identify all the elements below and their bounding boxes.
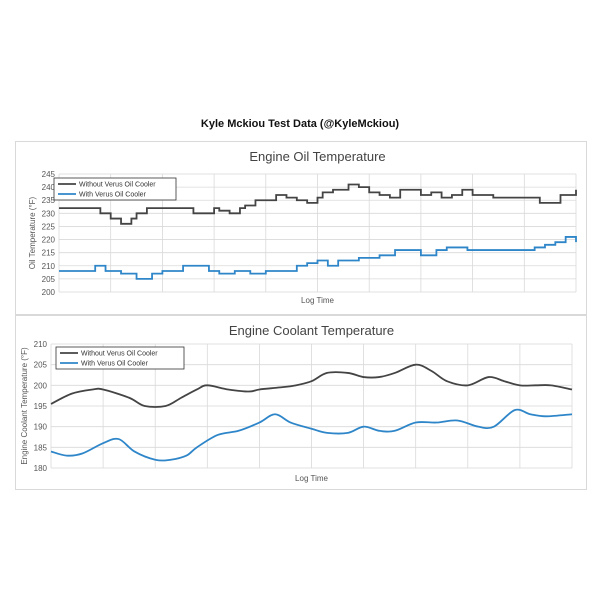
y-tick-label: 220 — [42, 236, 56, 245]
x-axis-label: Log Time — [295, 474, 328, 483]
legend-label: Without Verus Oil Cooler — [79, 182, 156, 189]
y-tick-label: 200 — [34, 381, 48, 390]
y-tick-label: 200 — [42, 288, 56, 297]
legend-label: With Verus Oil Cooler — [81, 361, 149, 368]
oil-temperature-chart-panel: Engine Oil Temperature 200 205 210 215 220 225… — [15, 141, 587, 315]
y-tick-label: 240 — [42, 183, 56, 192]
chart-title: Engine Oil Temperature — [249, 149, 385, 164]
y-tick-label: 225 — [42, 222, 56, 231]
page-title: Kyle Mckiou Test Data (@KyleMckiou) — [200, 118, 400, 130]
legend-label: Without Verus Oil Cooler — [81, 351, 158, 358]
y-tick-label: 230 — [42, 209, 56, 218]
series-line-without-cooler — [50, 363, 573, 408]
y-tick-label: 190 — [34, 423, 48, 432]
chart-title: Engine Coolant Temperature — [229, 323, 394, 338]
y-tick-label: 210 — [34, 340, 48, 349]
x-axis-label: Log Time — [301, 296, 334, 305]
chart-legend: Without Verus Oil Cooler With Verus Oil C… — [55, 346, 185, 370]
chart-legend: Without Verus Oil Cooler With Verus Oil C… — [53, 177, 177, 201]
y-tick-label: 210 — [42, 262, 56, 271]
series-line-with-cooler — [50, 408, 573, 462]
legend-box — [55, 346, 185, 370]
legend-label: With Verus Oil Cooler — [79, 192, 147, 199]
y-tick-label: 185 — [34, 443, 48, 452]
legend-box — [53, 177, 177, 201]
series-line-without-cooler — [59, 183, 577, 225]
y-tick-label: 180 — [34, 464, 48, 473]
y-tick-label: 245 — [42, 170, 56, 179]
y-tick-label: 205 — [42, 275, 56, 284]
y-axis-label: Oil Temperature (°F) — [28, 196, 37, 269]
coolant-temperature-chart: Engine Coolant Temperature 180 185 190 195 20… — [20, 323, 573, 483]
series-line-with-cooler — [59, 236, 577, 280]
y-tick-label: 235 — [42, 196, 56, 205]
y-axis-label: Engine Coolant Temperature (°F) — [20, 347, 29, 465]
oil-temperature-chart: Engine Oil Temperature 200 205 210 215 220 225… — [28, 149, 577, 305]
coolant-temperature-chart-panel: Engine Coolant Temperature 180 185 190 195 20… — [15, 315, 587, 490]
y-tick-label: 195 — [34, 402, 48, 411]
y-tick-label: 215 — [42, 249, 56, 258]
y-tick-label: 205 — [34, 361, 48, 370]
